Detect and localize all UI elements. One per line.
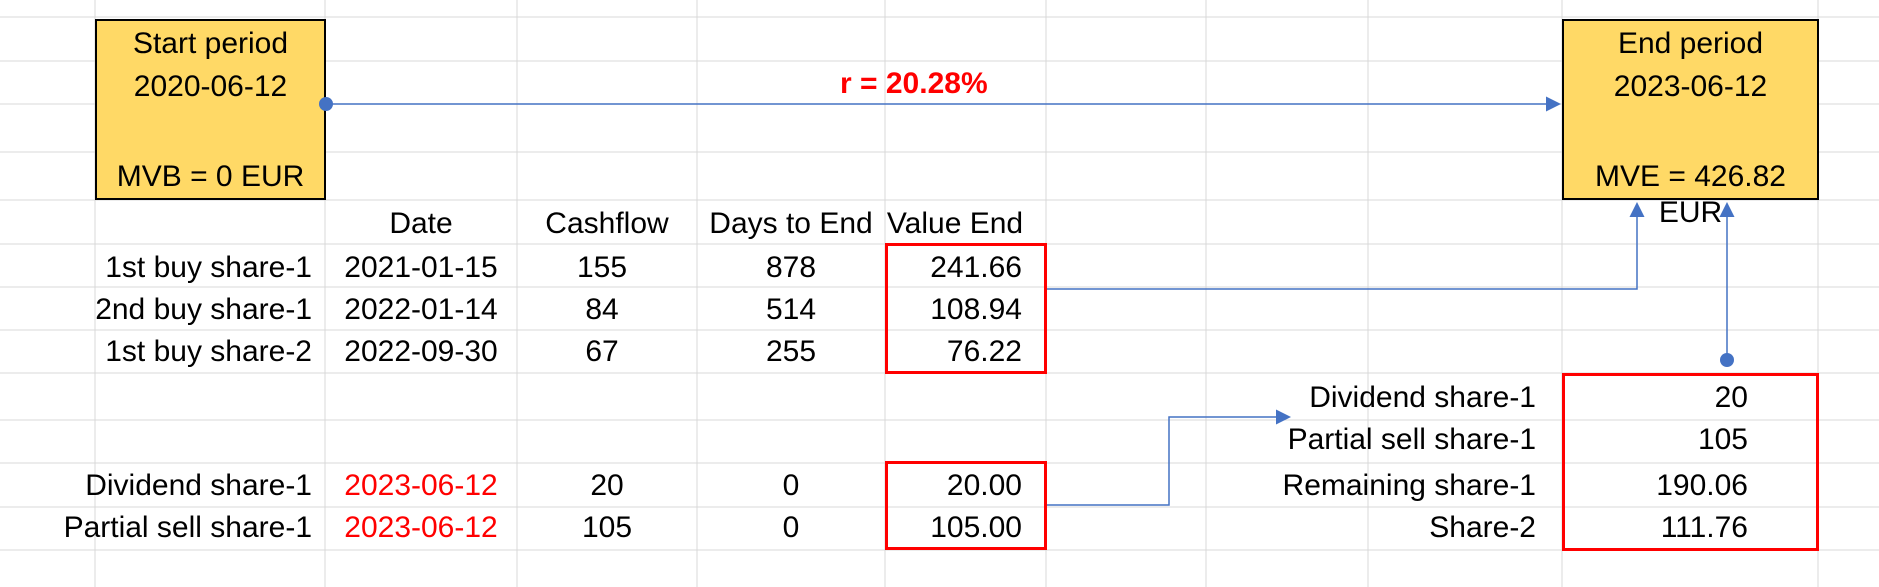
row-label: 2nd buy share-1 bbox=[95, 293, 312, 326]
row-cashflow: 20 bbox=[590, 469, 624, 502]
row-cashflow: 67 bbox=[585, 335, 619, 368]
end-period-box: End period 2023-06-12 MVE = 426.82 EUR bbox=[1562, 19, 1819, 229]
header-date: Date bbox=[389, 207, 453, 240]
start-period-box: Start period 2020-06-12 MVB = 0 EUR bbox=[95, 19, 326, 200]
header-cashflow: Cashflow bbox=[545, 207, 669, 240]
value-end-buys-highlight bbox=[885, 243, 1047, 374]
header-days-to-end: Days to End bbox=[709, 207, 873, 240]
value-end-cashflows-highlight bbox=[885, 461, 1047, 550]
rate-of-return: r = 20.28% bbox=[840, 67, 988, 100]
summary-label: Partial sell share-1 bbox=[1287, 423, 1536, 456]
row-date: 2023-06-12 bbox=[344, 469, 498, 502]
end-market-value: MVE = 426.82 EUR bbox=[1595, 160, 1786, 229]
row-label: Partial sell share-1 bbox=[63, 511, 312, 544]
row-value-end: 105.00 bbox=[930, 511, 1022, 544]
row-days: 878 bbox=[765, 251, 817, 284]
end-period-title: End period bbox=[1617, 27, 1764, 60]
row-cashflow: 105 bbox=[581, 511, 633, 544]
cashflows-to-summary-arrow bbox=[1047, 409, 1291, 506]
summary-value: 20 bbox=[1714, 381, 1748, 414]
summary-label: Remaining share-1 bbox=[1282, 469, 1536, 502]
row-days: 0 bbox=[782, 469, 800, 502]
row-label: 1st buy share-1 bbox=[105, 251, 312, 284]
row-cashflow: 84 bbox=[585, 293, 619, 326]
summary-label: Dividend share-1 bbox=[1309, 381, 1536, 414]
summary-label: Share-2 bbox=[1429, 511, 1536, 544]
row-days: 255 bbox=[765, 335, 817, 368]
summary-value: 111.76 bbox=[1660, 511, 1748, 544]
end-period-date: 2023-06-12 bbox=[1613, 70, 1768, 103]
header-value-end: Value End bbox=[886, 207, 1024, 240]
summary-value: 190.06 bbox=[1656, 469, 1748, 502]
row-label: Dividend share-1 bbox=[85, 469, 312, 502]
row-value-end: 108.94 bbox=[930, 293, 1022, 326]
start-period-title: Start period bbox=[132, 27, 289, 60]
row-value-end: 20.00 bbox=[946, 469, 1022, 502]
row-date: 2023-06-12 bbox=[344, 511, 498, 544]
summary-values-highlight bbox=[1562, 373, 1819, 551]
row-date: 2022-01-14 bbox=[344, 293, 498, 326]
row-date: 2022-09-30 bbox=[344, 335, 498, 368]
summary-connector-dot bbox=[1720, 353, 1734, 367]
row-label: 1st buy share-2 bbox=[105, 335, 312, 368]
row-date: 2021-01-15 bbox=[344, 251, 498, 284]
row-days: 0 bbox=[782, 511, 800, 544]
buys-to-end-arrow bbox=[1047, 202, 1645, 290]
start-period-date: 2020-06-12 bbox=[133, 70, 288, 103]
summary-value: 105 bbox=[1697, 423, 1748, 456]
row-value-end: 241.66 bbox=[930, 251, 1022, 284]
row-cashflow: 155 bbox=[576, 251, 628, 284]
row-value-end: 76.22 bbox=[946, 335, 1022, 368]
start-connector-dot bbox=[319, 97, 333, 111]
start-market-value: MVB = 0 EUR bbox=[116, 160, 305, 193]
row-days: 514 bbox=[765, 293, 817, 326]
